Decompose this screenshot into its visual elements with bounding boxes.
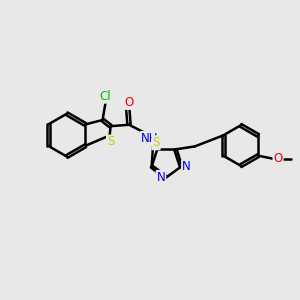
Text: N: N bbox=[157, 171, 165, 184]
Text: Cl: Cl bbox=[100, 90, 111, 103]
Text: O: O bbox=[124, 96, 133, 109]
Text: S: S bbox=[107, 136, 114, 148]
Text: S: S bbox=[152, 136, 160, 149]
Text: NH: NH bbox=[141, 132, 158, 145]
Text: N: N bbox=[182, 160, 191, 173]
Text: O: O bbox=[273, 152, 283, 165]
